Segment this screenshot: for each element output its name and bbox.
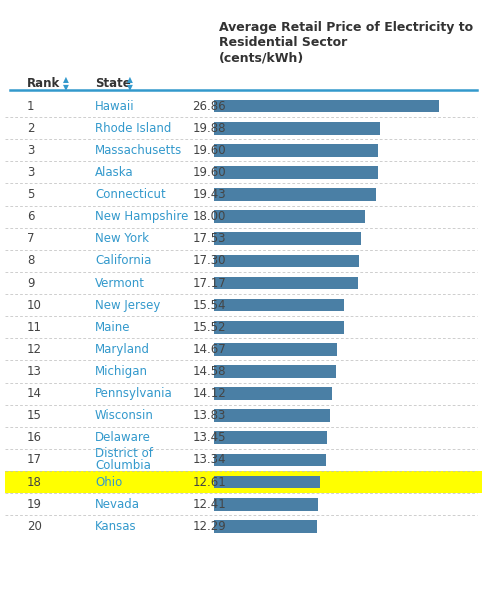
Text: ▲
▼: ▲ ▼ xyxy=(63,75,69,92)
Text: 17: 17 xyxy=(27,453,42,467)
Text: New York: New York xyxy=(95,232,149,245)
Bar xyxy=(214,321,344,333)
Text: California: California xyxy=(95,255,151,267)
Bar xyxy=(214,343,337,356)
Text: Kansas: Kansas xyxy=(95,520,136,533)
Bar xyxy=(214,144,378,156)
Text: Ohio: Ohio xyxy=(95,476,122,488)
FancyBboxPatch shape xyxy=(5,471,482,493)
Text: Delaware: Delaware xyxy=(95,431,151,444)
Text: Residential Sector: Residential Sector xyxy=(219,36,347,49)
Text: 19.43: 19.43 xyxy=(192,188,226,201)
Bar xyxy=(214,166,378,179)
Text: Maine: Maine xyxy=(95,321,131,334)
Text: 18.00: 18.00 xyxy=(192,210,226,223)
Text: 19.60: 19.60 xyxy=(192,144,226,157)
Text: (cents/kWh): (cents/kWh) xyxy=(219,52,304,64)
Text: 19: 19 xyxy=(27,498,42,511)
Bar xyxy=(214,453,326,467)
Text: 13.83: 13.83 xyxy=(192,409,226,422)
Text: 14.67: 14.67 xyxy=(192,343,226,356)
Text: 12.61: 12.61 xyxy=(192,476,226,488)
Text: New Jersey: New Jersey xyxy=(95,299,160,311)
Text: 13.45: 13.45 xyxy=(192,431,226,444)
Text: 18: 18 xyxy=(27,476,42,488)
Text: 15: 15 xyxy=(27,409,42,422)
Text: 13.34: 13.34 xyxy=(192,453,226,467)
Text: 20: 20 xyxy=(27,520,42,533)
Bar xyxy=(214,122,380,135)
Bar xyxy=(214,233,361,245)
Text: 6: 6 xyxy=(27,210,34,223)
Text: Nevada: Nevada xyxy=(95,498,140,511)
Text: Vermont: Vermont xyxy=(95,276,145,290)
Text: 17.17: 17.17 xyxy=(192,276,226,290)
Text: 12.29: 12.29 xyxy=(192,520,226,533)
Bar xyxy=(214,299,344,311)
Text: Maryland: Maryland xyxy=(95,343,150,356)
Text: Massachusetts: Massachusetts xyxy=(95,144,182,157)
Text: 26.86: 26.86 xyxy=(192,99,226,113)
Text: 3: 3 xyxy=(27,166,34,179)
Text: 16: 16 xyxy=(27,431,42,444)
Text: 2: 2 xyxy=(27,122,34,135)
Text: Average Retail Price of Electricity to: Average Retail Price of Electricity to xyxy=(219,21,473,34)
Bar xyxy=(214,276,357,290)
Text: 12: 12 xyxy=(27,343,42,356)
Text: 5: 5 xyxy=(27,188,34,201)
Text: 9: 9 xyxy=(27,276,34,290)
Text: Wisconsin: Wisconsin xyxy=(95,409,154,422)
Text: 7: 7 xyxy=(27,232,34,245)
Bar xyxy=(214,431,327,444)
Bar xyxy=(214,99,438,113)
Text: 17.53: 17.53 xyxy=(192,232,226,245)
Bar xyxy=(214,365,336,378)
Bar xyxy=(214,520,317,533)
Bar xyxy=(214,188,376,201)
Text: 19.60: 19.60 xyxy=(192,166,226,179)
Text: Alaska: Alaska xyxy=(95,166,133,179)
Text: 8: 8 xyxy=(27,255,34,267)
Text: State: State xyxy=(95,77,131,90)
Text: 1: 1 xyxy=(27,99,34,113)
Bar xyxy=(214,498,318,510)
Bar xyxy=(214,387,332,400)
Text: 15.52: 15.52 xyxy=(192,321,226,334)
Text: ▲
▼: ▲ ▼ xyxy=(127,75,132,92)
Text: 14.58: 14.58 xyxy=(192,365,226,378)
Bar xyxy=(214,255,359,267)
Text: Pennsylvania: Pennsylvania xyxy=(95,387,173,400)
Text: 11: 11 xyxy=(27,321,42,334)
Text: 3: 3 xyxy=(27,144,34,157)
Text: 19.88: 19.88 xyxy=(192,122,226,135)
Text: Hawaii: Hawaii xyxy=(95,99,134,113)
Text: Rhode Island: Rhode Island xyxy=(95,122,171,135)
Bar xyxy=(214,210,365,223)
Bar xyxy=(214,410,330,422)
Bar xyxy=(214,476,319,488)
Text: 10: 10 xyxy=(27,299,42,311)
Text: 14.12: 14.12 xyxy=(192,387,226,400)
Text: Connecticut: Connecticut xyxy=(95,188,166,201)
Text: 14: 14 xyxy=(27,387,42,400)
Text: 12.41: 12.41 xyxy=(192,498,226,511)
Text: Michigan: Michigan xyxy=(95,365,148,378)
Text: New Hampshire: New Hampshire xyxy=(95,210,188,223)
Text: District of
Columbia: District of Columbia xyxy=(95,447,153,473)
Text: Rank: Rank xyxy=(27,77,60,90)
Text: 13: 13 xyxy=(27,365,42,378)
Text: 17.30: 17.30 xyxy=(192,255,226,267)
Text: 15.54: 15.54 xyxy=(192,299,226,311)
